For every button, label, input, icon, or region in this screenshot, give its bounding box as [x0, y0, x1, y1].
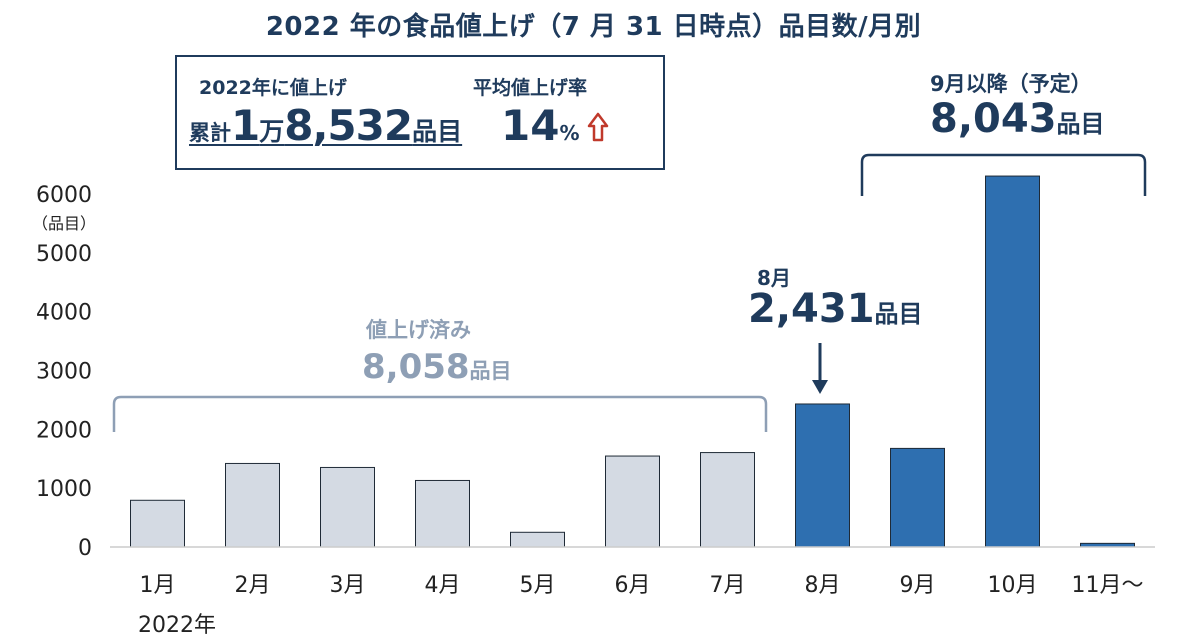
- bar: [320, 466, 375, 548]
- annotations: [112, 153, 1147, 432]
- total-rest: 8,532: [284, 101, 413, 150]
- total-prefix: 累計: [189, 121, 231, 145]
- total-count: 累計1万8,532品目: [189, 101, 462, 150]
- rate-number: 14: [501, 101, 560, 150]
- x-tick-label: 3月: [330, 573, 366, 598]
- done-label: 値上げ済み: [366, 318, 471, 342]
- summary-line1: 2022年に値上げ: [199, 77, 347, 99]
- bar: [700, 452, 755, 548]
- future-number: 8,043: [930, 96, 1057, 142]
- aug-number: 2,431: [748, 286, 875, 332]
- y-tick-label: 5000: [36, 242, 92, 267]
- rate-value: 14%: [501, 101, 580, 150]
- future-label: 9月以降（予定）: [930, 72, 1092, 96]
- bar: [415, 479, 470, 548]
- x-tick-label: 6月: [615, 573, 651, 598]
- rate-label: 平均値上げ率: [473, 77, 588, 99]
- y-axis-unit: （品目）: [32, 214, 97, 233]
- x-tick-label: 7月: [710, 573, 746, 598]
- bars: [130, 175, 1135, 548]
- x-tick-label: 1月: [140, 573, 176, 598]
- done-number: 8,058: [362, 347, 470, 387]
- aug-arrow-head: [812, 380, 828, 394]
- y-tick-label: 2000: [36, 418, 92, 443]
- y-tick-label: 3000: [36, 360, 92, 385]
- aug-value: 2,431品目: [748, 286, 923, 332]
- y-tick-label: 0: [78, 536, 92, 561]
- aug-label: 8月: [757, 266, 791, 290]
- done-unit: 品目: [469, 359, 512, 383]
- bar: [985, 175, 1040, 548]
- future-bracket: [860, 153, 1147, 196]
- summary-box: 2022年に値上げ 平均値上げ率 累計1万8,532品目 14%: [175, 55, 665, 170]
- x-tick-label: 2月: [235, 573, 271, 598]
- x-tick-label: 4月: [425, 573, 461, 598]
- bar: [795, 403, 850, 548]
- aug-unit: 品目: [874, 300, 923, 328]
- y-axis: 0 1000 2000 3000 4000 5000 6000: [36, 183, 92, 561]
- total-unit: 品目: [412, 117, 463, 146]
- future-value: 8,043品目: [930, 96, 1105, 142]
- x-tick-label: 11月～: [1072, 573, 1144, 598]
- x-axis: 1月 2月 3月 4月 5月 6月 7月 8月 9月 10月 11月～: [110, 546, 1155, 598]
- bar: [605, 455, 660, 548]
- rate-unit: %: [559, 121, 580, 145]
- y-tick-label: 1000: [36, 477, 92, 502]
- chart-title: 2022 年の食品値上げ（7 月 31 日時点）品目数/月別: [265, 12, 922, 42]
- x-tick-label: 10月: [988, 573, 1038, 598]
- y-tick-label: 6000: [36, 183, 92, 208]
- x-tick-label: 5月: [520, 573, 556, 598]
- total-man: 1: [231, 101, 260, 150]
- up-arrow-icon: [587, 112, 609, 142]
- x-tick-label: 9月: [900, 573, 936, 598]
- bar: [130, 499, 185, 548]
- future-unit: 品目: [1056, 110, 1105, 138]
- done-bracket: [112, 395, 768, 432]
- done-value: 8,058品目: [362, 347, 512, 387]
- bar: [890, 447, 945, 548]
- bar: [510, 531, 565, 548]
- x-year-label: 2022年: [138, 613, 216, 638]
- bar: [225, 462, 280, 548]
- y-tick-label: 4000: [36, 301, 92, 326]
- x-tick-label: 8月: [805, 573, 841, 598]
- total-man-unit: 万: [259, 117, 285, 146]
